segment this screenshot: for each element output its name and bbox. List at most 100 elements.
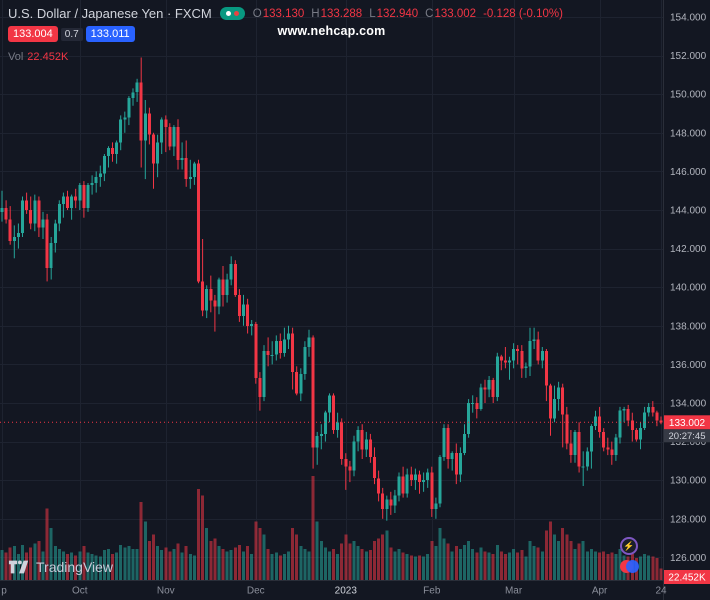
time-axis-label[interactable]: Oct [72, 586, 88, 597]
candle-body [250, 323, 254, 326]
high-value: 133.288 [320, 7, 363, 20]
volume-bar [188, 554, 192, 580]
volume-bar [147, 541, 151, 580]
price-axis-label[interactable]: 148.000 [670, 128, 707, 139]
volume-bar [606, 554, 610, 580]
high-label: H [311, 7, 320, 20]
volume-bar [139, 502, 143, 580]
volume-bar [544, 530, 548, 580]
volume-bar [471, 548, 475, 580]
candle-body [368, 439, 372, 458]
volume-bar [135, 548, 139, 580]
price-axis-label[interactable]: 142.000 [670, 244, 707, 255]
volume-bar [577, 543, 581, 580]
volume-bar [426, 554, 430, 580]
time-axis-label[interactable]: p [1, 586, 7, 597]
boost-widget-button[interactable]: ⚡ [620, 537, 638, 555]
volume-bar [180, 552, 184, 580]
candle-body [430, 472, 434, 510]
time-axis-label[interactable]: Dec [247, 586, 265, 597]
volume-bar [278, 555, 282, 580]
price-axis-label[interactable]: 136.000 [670, 360, 707, 371]
candle-body [634, 430, 638, 440]
price-axis-label[interactable]: 130.000 [670, 476, 707, 487]
current-price-badge[interactable] [664, 415, 710, 430]
candle-body [139, 82, 143, 141]
volume-bar [233, 547, 237, 580]
volume-bar [205, 528, 209, 580]
candle-body [180, 157, 184, 160]
volume-bar [467, 541, 471, 580]
candle-body [352, 441, 356, 471]
sell-price-button[interactable]: 133.004 [8, 26, 58, 42]
time-axis-label[interactable]: Nov [157, 586, 175, 597]
time-axis-label[interactable]: Apr [592, 586, 608, 597]
volume-bar [557, 541, 561, 580]
candle-body [328, 395, 331, 413]
candle-body [192, 163, 196, 178]
volume-bar [246, 546, 250, 580]
price-axis-label[interactable]: 126.000 [670, 553, 707, 564]
time-axis-label[interactable]: Mar [505, 586, 523, 597]
volume-bar [311, 476, 315, 580]
volume-bar [192, 555, 196, 580]
candle-body [29, 210, 33, 224]
candle-body [348, 466, 352, 471]
price-axis-label[interactable]: 134.000 [670, 399, 707, 410]
candle-body [209, 289, 213, 301]
candle-body [614, 437, 618, 456]
volume-bar [536, 547, 540, 580]
candle-body [618, 410, 622, 438]
symbol-title[interactable]: U.S. Dollar / Japanese Yen · FXCM [8, 6, 212, 21]
volume-bar [561, 528, 565, 580]
volume-bar [299, 546, 303, 580]
candle-body [156, 142, 160, 164]
status-pill[interactable] [219, 7, 245, 20]
price-axis-label[interactable]: 152.000 [670, 51, 707, 62]
buy-price-button[interactable]: 133.011 [85, 26, 135, 42]
price-axis-label[interactable]: 146.000 [670, 167, 707, 178]
candle-body [254, 323, 258, 378]
candle-body [213, 300, 217, 307]
volume-bar [41, 551, 45, 580]
volume-bar [573, 548, 577, 580]
time-axis-label[interactable]: Feb [423, 586, 441, 597]
bar-countdown-badge [664, 429, 710, 443]
candle-body [102, 156, 106, 174]
candle-body [131, 92, 135, 99]
volume-bar [78, 551, 82, 580]
candle-body [553, 399, 556, 419]
time-axis-label[interactable]: 24 [655, 586, 667, 597]
candle-body [127, 98, 131, 118]
price-axis-label[interactable]: 128.000 [670, 514, 707, 525]
volume-bar [90, 554, 94, 580]
current-price-badge-text: 133.002 [669, 418, 706, 429]
volume-bar [512, 548, 516, 580]
volume-bar [405, 554, 409, 580]
candle-body [655, 412, 659, 421]
candle-body [458, 453, 462, 475]
tradingview-logo[interactable]: TradingView [8, 558, 113, 576]
candle-body [561, 387, 565, 415]
volume-bar [385, 530, 389, 580]
candle-body [143, 113, 147, 141]
quick-trade-widget-button[interactable] [620, 558, 639, 576]
candle-body [152, 134, 155, 164]
volume-bar [86, 552, 90, 580]
time-axis-label[interactable]: 2023 [335, 586, 358, 597]
volume-bar [242, 551, 245, 580]
volume-bar [115, 552, 119, 580]
candle-body [135, 82, 139, 93]
candle-body [356, 430, 360, 442]
price-axis-label[interactable]: 154.000 [670, 13, 707, 24]
price-axis-label[interactable]: 150.000 [670, 90, 707, 101]
volume-bar [303, 548, 307, 580]
price-axis-label[interactable]: 140.000 [670, 283, 707, 294]
volume-bar [422, 556, 426, 580]
price-axis-label[interactable]: 138.000 [670, 321, 707, 332]
price-axis-label[interactable]: 132.000 [670, 437, 707, 448]
volume-bar [434, 546, 438, 580]
price-axis-label[interactable]: 144.000 [670, 206, 707, 217]
candle-body [201, 281, 205, 311]
